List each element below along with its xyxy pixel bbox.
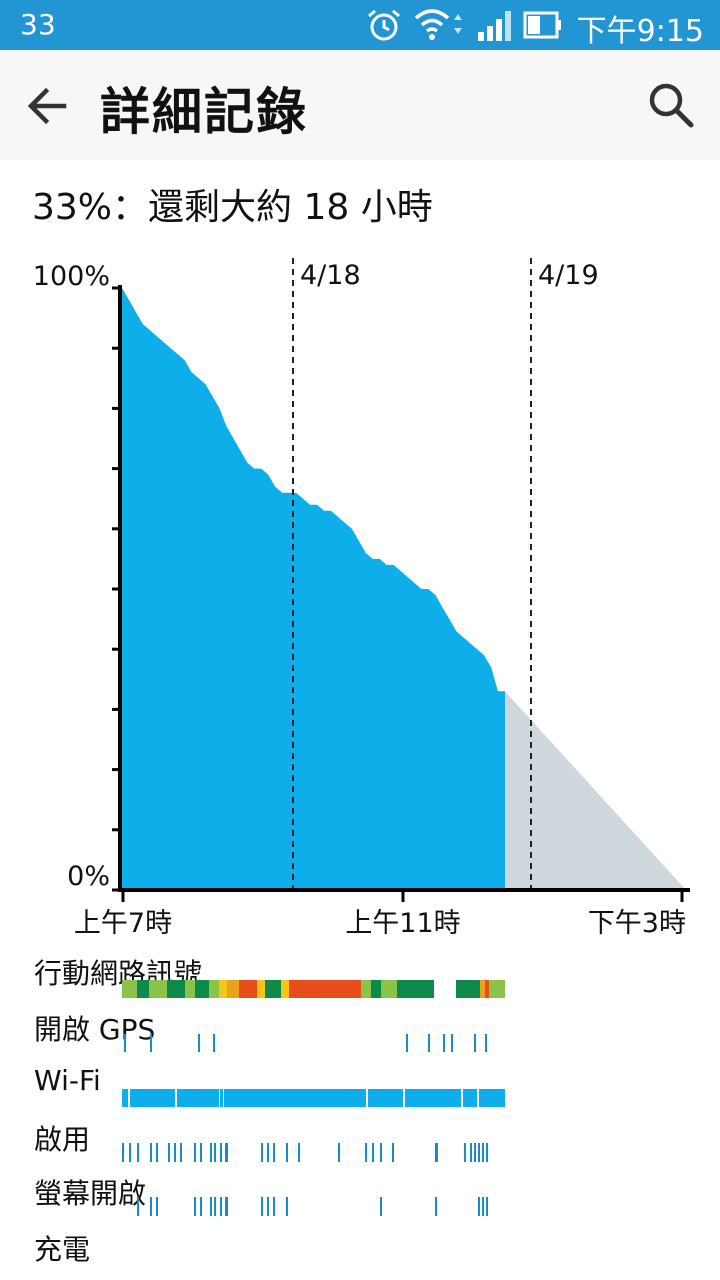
date-marker-label: 4/19 bbox=[538, 260, 599, 291]
battery-icon bbox=[523, 11, 561, 39]
cell-signal-icon bbox=[478, 11, 511, 41]
row-label-wifi: Wi-Fi bbox=[34, 1064, 101, 1097]
row-label-mobile-signal: 行動網路訊號 bbox=[34, 957, 203, 990]
row-label-screen-on: 螢幕開啟 bbox=[34, 1177, 147, 1210]
row-label-charging: 充電 bbox=[34, 1233, 91, 1266]
x-tick-label: 上午11時 bbox=[345, 908, 460, 939]
wifi-strip bbox=[122, 1089, 505, 1107]
battery-level-text: 33 bbox=[20, 8, 56, 41]
prediction-area bbox=[505, 691, 686, 890]
row-label-awake: 啟用 bbox=[34, 1123, 91, 1156]
row-label-gps: 開啟 GPS bbox=[34, 1013, 156, 1046]
battery-chart: 4/18 4/19 100% 0% 上午7時 上午11時 下午3時 bbox=[33, 258, 690, 939]
y-label-top: 100% bbox=[33, 261, 110, 292]
app-bar: 詳細記錄 bbox=[0, 50, 720, 160]
gps-strip bbox=[124, 1034, 487, 1052]
history-area bbox=[122, 288, 505, 890]
back-arrow-icon[interactable] bbox=[24, 82, 72, 130]
date-marker-label: 4/18 bbox=[300, 260, 361, 291]
awake-strip bbox=[122, 1143, 488, 1162]
search-icon[interactable] bbox=[646, 80, 696, 130]
clock: 下午9:15 bbox=[576, 14, 704, 49]
y-ticks bbox=[112, 286, 122, 892]
y-label-bottom: 0% bbox=[67, 861, 110, 892]
page-title: 詳細記錄 bbox=[100, 83, 308, 141]
battery-summary: 33%：還剩大約 18 小時 bbox=[32, 187, 433, 228]
alarm-icon bbox=[368, 9, 400, 41]
screen-on-strip bbox=[137, 1197, 488, 1216]
x-tick-label: 上午7時 bbox=[74, 908, 172, 939]
x-tick-label: 下午3時 bbox=[588, 908, 686, 939]
status-bar: 33 下午9:15 bbox=[0, 0, 720, 50]
wifi-icon bbox=[414, 9, 462, 40]
